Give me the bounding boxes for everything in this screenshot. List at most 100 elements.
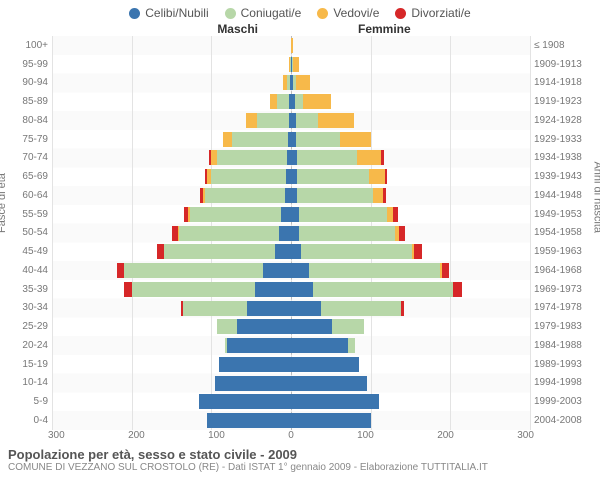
female-bar — [291, 301, 530, 316]
male-bar — [52, 301, 291, 316]
age-label: 30-34 — [4, 302, 48, 313]
year-label: 1944-1948 — [534, 190, 596, 201]
x-tick-label: 100 — [357, 430, 374, 441]
age-label: 10-14 — [4, 377, 48, 388]
bar-segment — [297, 150, 357, 165]
female-bar — [291, 376, 530, 391]
bar-segment — [270, 94, 278, 109]
pyramid-row — [52, 92, 530, 111]
age-label: 35-39 — [4, 284, 48, 295]
y-axis-right: ≤ 19081909-19131914-19181919-19231924-19… — [530, 36, 596, 430]
female-bar — [291, 338, 530, 353]
legend-dot — [395, 8, 406, 19]
bar-segment — [293, 57, 299, 72]
x-tick-label: 200 — [128, 430, 145, 441]
year-label: 1919-1923 — [534, 96, 596, 107]
bar-segment — [246, 113, 257, 128]
bar-segment — [164, 244, 276, 259]
x-tick-label: 300 — [517, 430, 534, 441]
bar-segment — [369, 169, 385, 184]
y-axis-left: 100+95-9990-9485-8980-8475-7970-7465-696… — [4, 36, 52, 430]
age-label: 65-69 — [4, 171, 48, 182]
bar-segment — [291, 413, 371, 428]
bar-segment — [291, 207, 299, 222]
bar-segment — [211, 169, 287, 184]
bar-segment — [401, 301, 404, 316]
bar-segment — [237, 319, 291, 334]
male-bar — [52, 75, 291, 90]
pyramid-row — [52, 374, 530, 393]
bar-segment — [340, 132, 372, 147]
male-bar — [52, 38, 291, 53]
female-bar — [291, 357, 530, 372]
bar-segment — [385, 169, 387, 184]
male-bar — [52, 188, 291, 203]
bar-segment — [357, 150, 381, 165]
year-label: 1999-2003 — [534, 396, 596, 407]
chart-title: Popolazione per età, sesso e stato civil… — [8, 447, 592, 462]
year-label: 1924-1928 — [534, 115, 596, 126]
pyramid-row — [52, 393, 530, 412]
bar-segment — [124, 282, 132, 297]
female-bar — [291, 207, 530, 222]
age-label: 90-94 — [4, 77, 48, 88]
bar-segment — [223, 132, 233, 147]
bar-segment — [291, 301, 321, 316]
bar-segment — [291, 394, 379, 409]
age-label: 50-54 — [4, 227, 48, 238]
bar-segment — [179, 226, 279, 241]
bar-segment — [297, 188, 373, 203]
male-bar — [52, 263, 291, 278]
pyramid-row — [52, 242, 530, 261]
bar-segment — [348, 338, 354, 353]
bar-segment — [257, 113, 289, 128]
bar-segment — [399, 226, 405, 241]
bar-segment — [332, 319, 364, 334]
legend-label: Divorziati/e — [411, 6, 470, 20]
female-bar — [291, 394, 530, 409]
pyramid-row — [52, 55, 530, 74]
bar-segment — [199, 394, 291, 409]
age-label: 60-64 — [4, 190, 48, 201]
year-label: 1959-1963 — [534, 246, 596, 257]
male-bar — [52, 394, 291, 409]
bar-segment — [291, 244, 301, 259]
x-tick-label: 100 — [208, 430, 225, 441]
pyramid-row — [52, 411, 530, 430]
age-label: 40-44 — [4, 265, 48, 276]
bar-segment — [183, 301, 247, 316]
female-bar — [291, 413, 530, 428]
bar-segment — [215, 376, 291, 391]
year-label: 1954-1958 — [534, 227, 596, 238]
bar-segment — [442, 263, 450, 278]
bar-segment — [291, 282, 313, 297]
pyramid-row — [52, 336, 530, 355]
bar-segment — [291, 319, 332, 334]
pyramid-row — [52, 224, 530, 243]
bar-segment — [275, 244, 291, 259]
bar-segment — [217, 150, 287, 165]
female-bar — [291, 319, 530, 334]
bar-rows — [52, 36, 530, 430]
bar-segment — [296, 132, 340, 147]
male-bar — [52, 282, 291, 297]
pyramid-row — [52, 317, 530, 336]
age-label: 100+ — [4, 40, 48, 51]
y-axis-left-label: Fasce di età — [0, 173, 8, 233]
bar-segment — [277, 94, 289, 109]
female-bar — [291, 38, 530, 53]
x-tick-label: 300 — [48, 430, 65, 441]
female-bar — [291, 75, 530, 90]
bar-segment — [301, 244, 413, 259]
male-bar — [52, 150, 291, 165]
male-bar — [52, 338, 291, 353]
year-label: 1929-1933 — [534, 134, 596, 145]
age-label: 85-89 — [4, 96, 48, 107]
bar-segment — [291, 338, 348, 353]
female-header: Femmine — [308, 22, 532, 36]
x-tick-label: 0 — [288, 430, 294, 441]
legend-item-vedovi: Vedovi/e — [317, 6, 379, 20]
male-bar — [52, 319, 291, 334]
pyramid-row — [52, 261, 530, 280]
age-label: 25-29 — [4, 321, 48, 332]
